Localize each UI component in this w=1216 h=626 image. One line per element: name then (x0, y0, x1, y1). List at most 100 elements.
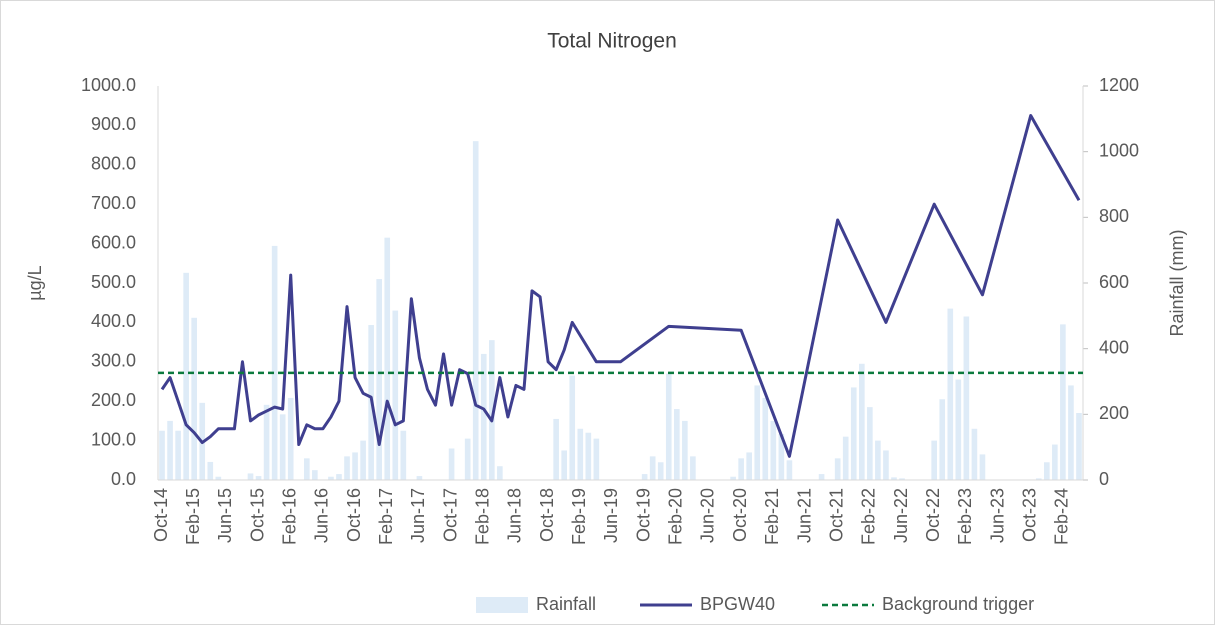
rainfall-bar (1068, 385, 1074, 480)
y-tick-label: 900.0 (91, 114, 136, 134)
rainfall-bar (175, 430, 181, 480)
x-tick-label: Jun-15 (215, 488, 235, 543)
x-tick-label: Oct-17 (440, 488, 460, 542)
x-tick-label: Oct-14 (151, 488, 171, 542)
x-tick-label: Feb-24 (1052, 488, 1072, 545)
rainfall-bar (167, 420, 173, 480)
rainfall-bar (891, 477, 897, 480)
y-tick-label: 1000.0 (81, 75, 136, 95)
y-tick-label: 300.0 (91, 351, 136, 371)
x-tick-label: Feb-16 (279, 488, 299, 545)
rainfall-bar (1052, 444, 1058, 480)
rainfall-bar (690, 456, 696, 480)
rainfall-bar (303, 458, 310, 480)
rainfall-bar (553, 418, 559, 480)
rainfall-bar (255, 476, 262, 480)
rainfall-bar (834, 458, 841, 480)
y-tick-label: 400.0 (91, 311, 136, 331)
rainfall-bar (183, 272, 189, 480)
rainfall-bar (376, 279, 383, 480)
y-axis-title: µg/L (25, 265, 45, 300)
rainfall-bar (641, 474, 648, 480)
rainfall-bar (730, 476, 736, 480)
chart-title: Total Nitrogen (547, 30, 677, 53)
rainfall-bar (392, 310, 399, 480)
x-tick-label: Feb-19 (569, 488, 589, 545)
rainfall-bar (875, 440, 881, 480)
x-tick-label: Feb-15 (183, 488, 203, 545)
rainfall-bar (963, 316, 970, 480)
y2-tick-label: 0 (1099, 469, 1109, 489)
x-tick-label: Feb-21 (762, 488, 782, 545)
legend-swatch (476, 597, 528, 613)
x-tick-label: Oct-19 (633, 488, 653, 542)
rainfall-bar (955, 379, 962, 480)
rainfall-bar (287, 397, 294, 480)
rainfall-bar (1035, 478, 1042, 480)
rainfall-bar (360, 440, 366, 480)
rainfall-bar (858, 363, 865, 480)
rainfall-bar (464, 438, 471, 480)
y2-tick-label: 1200 (1099, 75, 1139, 95)
rainfall-bar (400, 430, 407, 480)
y-tick-label: 500.0 (91, 272, 136, 292)
x-tick-label: Oct-15 (247, 488, 267, 542)
legend-label: Rainfall (536, 594, 596, 614)
y-tick-label: 700.0 (91, 193, 136, 213)
rainfall-bar (488, 340, 495, 480)
rainfall-bar (312, 470, 318, 480)
rainfall-bar (1076, 413, 1082, 480)
rainfall-bar (191, 317, 198, 480)
rainfall-bar (665, 373, 672, 480)
rainfall-bar (939, 399, 946, 480)
rainfall-bar (778, 434, 785, 480)
rainfall-bar (673, 409, 680, 480)
x-tick-label: Feb-23 (955, 488, 975, 545)
rainfall-bar (1043, 462, 1050, 480)
x-tick-label: Feb-22 (859, 488, 879, 545)
y-tick-label: 800.0 (91, 154, 136, 174)
y2-tick-label: 800 (1099, 206, 1129, 226)
rainfall-bar (738, 458, 744, 480)
y2-tick-label: 200 (1099, 403, 1129, 423)
rainfall-bar (1060, 324, 1066, 480)
rainfall-bar (971, 428, 978, 480)
rainfall-bar (448, 448, 455, 480)
rainfall-bar (271, 245, 278, 480)
rainfall-bar (899, 478, 905, 480)
x-tick-label: Jun-19 (601, 488, 621, 543)
x-tick-label: Oct-22 (923, 488, 943, 542)
rainfall-bar (215, 476, 222, 480)
y-tick-label: 200.0 (91, 390, 136, 410)
rainfall-bar (279, 414, 286, 480)
x-tick-label: Jun-16 (312, 488, 332, 543)
rainfall-bar (577, 428, 584, 480)
rainfall-bar (416, 476, 423, 480)
x-tick-label: Oct-16 (344, 488, 364, 542)
y-tick-label: 600.0 (91, 232, 136, 252)
rainfall-bar (931, 440, 938, 480)
rainfall-bar (384, 237, 391, 480)
rainfall-bar (336, 474, 342, 480)
rainfall-bar (497, 466, 503, 480)
rainfall-bar (867, 407, 873, 480)
x-tick-label: Jun-21 (794, 488, 814, 543)
rainfall-bar (159, 430, 165, 480)
x-tick-label: Oct-23 (1019, 488, 1039, 542)
x-tick-label: Feb-17 (376, 488, 396, 545)
y2-axis-title: Rainfall (mm) (1167, 229, 1187, 336)
legend-label: Background trigger (882, 594, 1034, 614)
rainfall-bar (786, 460, 793, 480)
rainfall-bar (883, 450, 889, 480)
rainfall-bar (561, 450, 568, 480)
x-tick-label: Jun-23 (987, 488, 1007, 543)
y-tick-label: 100.0 (91, 429, 136, 449)
rainfall-bar (472, 141, 479, 480)
rainfall-bar (947, 308, 954, 480)
rainfall-bar (649, 456, 656, 480)
x-tick-label: Feb-18 (473, 488, 493, 545)
rainfall-bar (328, 476, 334, 480)
x-tick-label: Feb-20 (666, 488, 686, 545)
